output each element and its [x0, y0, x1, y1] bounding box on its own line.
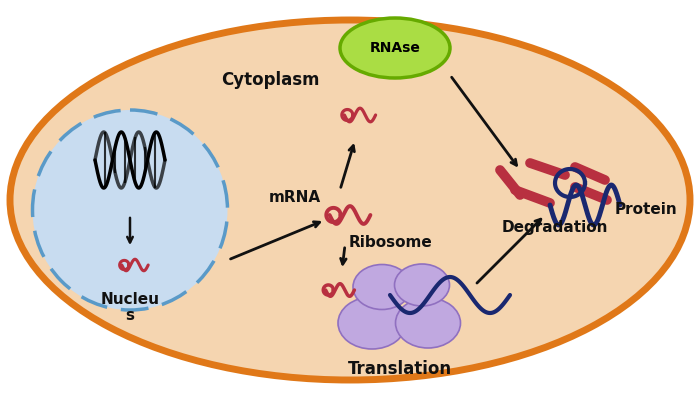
Ellipse shape — [10, 20, 690, 380]
Text: Ribosome: Ribosome — [348, 235, 432, 250]
Ellipse shape — [395, 264, 449, 306]
Text: Nucleu: Nucleu — [101, 292, 160, 307]
Text: Translation: Translation — [348, 360, 452, 378]
Text: Cytoplasm: Cytoplasm — [220, 71, 319, 89]
Text: s: s — [125, 308, 134, 323]
Text: RNAse: RNAse — [370, 41, 421, 55]
Ellipse shape — [338, 297, 406, 349]
Ellipse shape — [340, 18, 450, 78]
Ellipse shape — [32, 110, 228, 310]
Text: Degradation: Degradation — [502, 220, 608, 235]
Text: mRNA: mRNA — [269, 190, 321, 205]
Ellipse shape — [395, 298, 461, 348]
Text: Protein: Protein — [615, 202, 678, 217]
Ellipse shape — [353, 264, 411, 310]
